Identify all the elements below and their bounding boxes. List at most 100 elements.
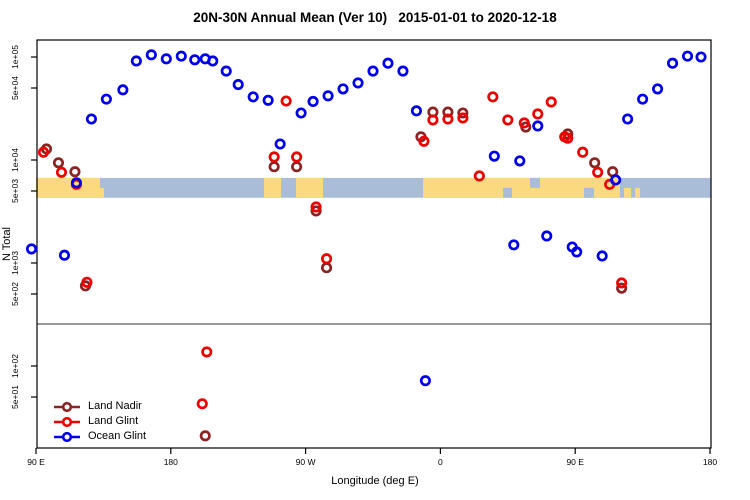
x-tick-label: 0 (438, 457, 443, 467)
data-point-ocean-glint (382, 57, 394, 69)
data-point-ocean-glint (58, 249, 71, 261)
data-point-land-glint (562, 132, 574, 144)
chart-title: 20N-30N Annual Mean (Ver 10) 2015-01-01 … (193, 10, 557, 25)
data-point-land-glint (518, 117, 530, 129)
data-point-ocean-glint (247, 91, 259, 103)
data-point-land-glint (418, 135, 430, 147)
x-tick-label: 90 W (296, 457, 316, 467)
data-point-land-glint (37, 146, 50, 158)
data-point-land-nadir (268, 161, 280, 173)
y-tick-label: 5e+01 (10, 385, 20, 409)
data-point-land-glint (592, 166, 604, 178)
data-point-ocean-glint (596, 250, 608, 262)
data-point-ocean-glint (637, 93, 649, 105)
data-point-ocean-glint (220, 65, 232, 77)
data-point-land-nadir (589, 157, 601, 169)
data-point-land-glint (291, 151, 303, 163)
data-point-ocean-glint (419, 375, 431, 387)
x-tick-label: 180 (164, 457, 178, 467)
data-point-land-glint (457, 112, 469, 124)
y-tick-label: 1e+05 (10, 45, 20, 69)
data-point-ocean-glint (145, 49, 157, 61)
data-point-land-nadir (291, 161, 303, 173)
y-axis-title: N Total (1, 226, 13, 262)
data-point-ocean-glint (397, 65, 409, 77)
data-point-ocean-glint (488, 150, 500, 162)
land-glint-marker-icon (54, 416, 80, 427)
y-tick-label: 1e+04 (10, 148, 20, 172)
legend-item-land-glint: Land Glint (52, 414, 146, 429)
legend-circle (61, 401, 73, 412)
x-axis-title: Longitude (deg E) (331, 475, 419, 487)
data-point-ocean-glint (307, 95, 319, 108)
legend-item-land-nadir: Land Nadir (52, 399, 146, 414)
map-band-land (296, 177, 323, 198)
data-point-ocean-glint (25, 243, 38, 255)
data-point-land-glint (427, 114, 439, 126)
data-point-ocean-glint (571, 246, 583, 258)
data-point-land-glint (532, 108, 544, 120)
data-point-land-glint (616, 277, 628, 289)
data-point-ocean-glint (295, 107, 307, 119)
legend-label: Land Glint (88, 415, 139, 427)
data-point-ocean-glint (367, 65, 379, 77)
data-point-land-nadir (321, 262, 333, 274)
y-tick-label: 5e+03 (10, 179, 20, 203)
legend-item-ocean-glint: Ocean Glint (52, 429, 146, 444)
data-point-ocean-glint (130, 55, 142, 67)
map-band-land (263, 177, 282, 198)
map-band-land (635, 187, 641, 198)
legend-label: Land Nadir (88, 400, 142, 412)
data-point-land-nadir (442, 106, 454, 118)
data-point-land-nadir (69, 166, 81, 178)
legend: Land Nadir Land Glint Ocean Glint (52, 399, 146, 444)
data-point-land-nadir (52, 157, 65, 169)
data-point-ocean-glint (232, 79, 244, 91)
data-point-land-glint (201, 346, 213, 358)
data-point-land-glint (268, 151, 280, 163)
data-point-ocean-glint (667, 57, 679, 69)
data-point-land-glint (545, 96, 557, 108)
map-band-land (624, 187, 632, 198)
data-point-land-glint (577, 146, 589, 158)
data-point-land-nadir (199, 430, 211, 442)
data-point-land-glint (321, 253, 333, 265)
data-point-land-nadir (616, 282, 628, 294)
data-point-ocean-glint (532, 120, 544, 132)
x-tick-label: 90 E (566, 457, 584, 467)
data-point-ocean-glint (681, 50, 694, 62)
ocean-glint-marker-icon (54, 431, 80, 442)
map-band-land (36, 177, 100, 198)
data-point-land-glint (310, 201, 322, 213)
map-band-land (612, 187, 619, 198)
legend-circle (61, 431, 73, 442)
map-band-ocean-notch (503, 187, 512, 198)
data-point-land-glint (280, 95, 292, 107)
data-point-ocean-glint (337, 83, 349, 95)
map-band-land (423, 177, 620, 198)
map-band-ocean-notch (529, 177, 541, 188)
data-point-land-glint (487, 91, 499, 103)
data-point-ocean-glint (274, 138, 286, 150)
data-point-ocean-glint (189, 54, 201, 66)
map-band-land (95, 187, 104, 198)
data-point-ocean-glint (160, 53, 172, 65)
data-point-ocean-glint (610, 174, 622, 186)
data-point-land-nadir (457, 107, 469, 119)
data-point-land-glint (81, 276, 93, 288)
data-point-ocean-glint (175, 50, 187, 62)
data-point-ocean-glint (100, 93, 112, 105)
data-point-ocean-glint (85, 113, 97, 125)
data-point-ocean-glint (207, 55, 219, 67)
data-point-ocean-glint (622, 113, 634, 125)
data-point-land-glint (473, 170, 485, 182)
data-point-land-glint (502, 114, 514, 126)
data-point-ocean-glint (352, 77, 364, 89)
data-point-land-glint (196, 398, 208, 410)
data-point-ocean-glint (262, 94, 274, 106)
data-point-ocean-glint (695, 51, 707, 63)
data-point-land-nadir (310, 205, 322, 217)
data-point-ocean-glint (117, 84, 129, 96)
